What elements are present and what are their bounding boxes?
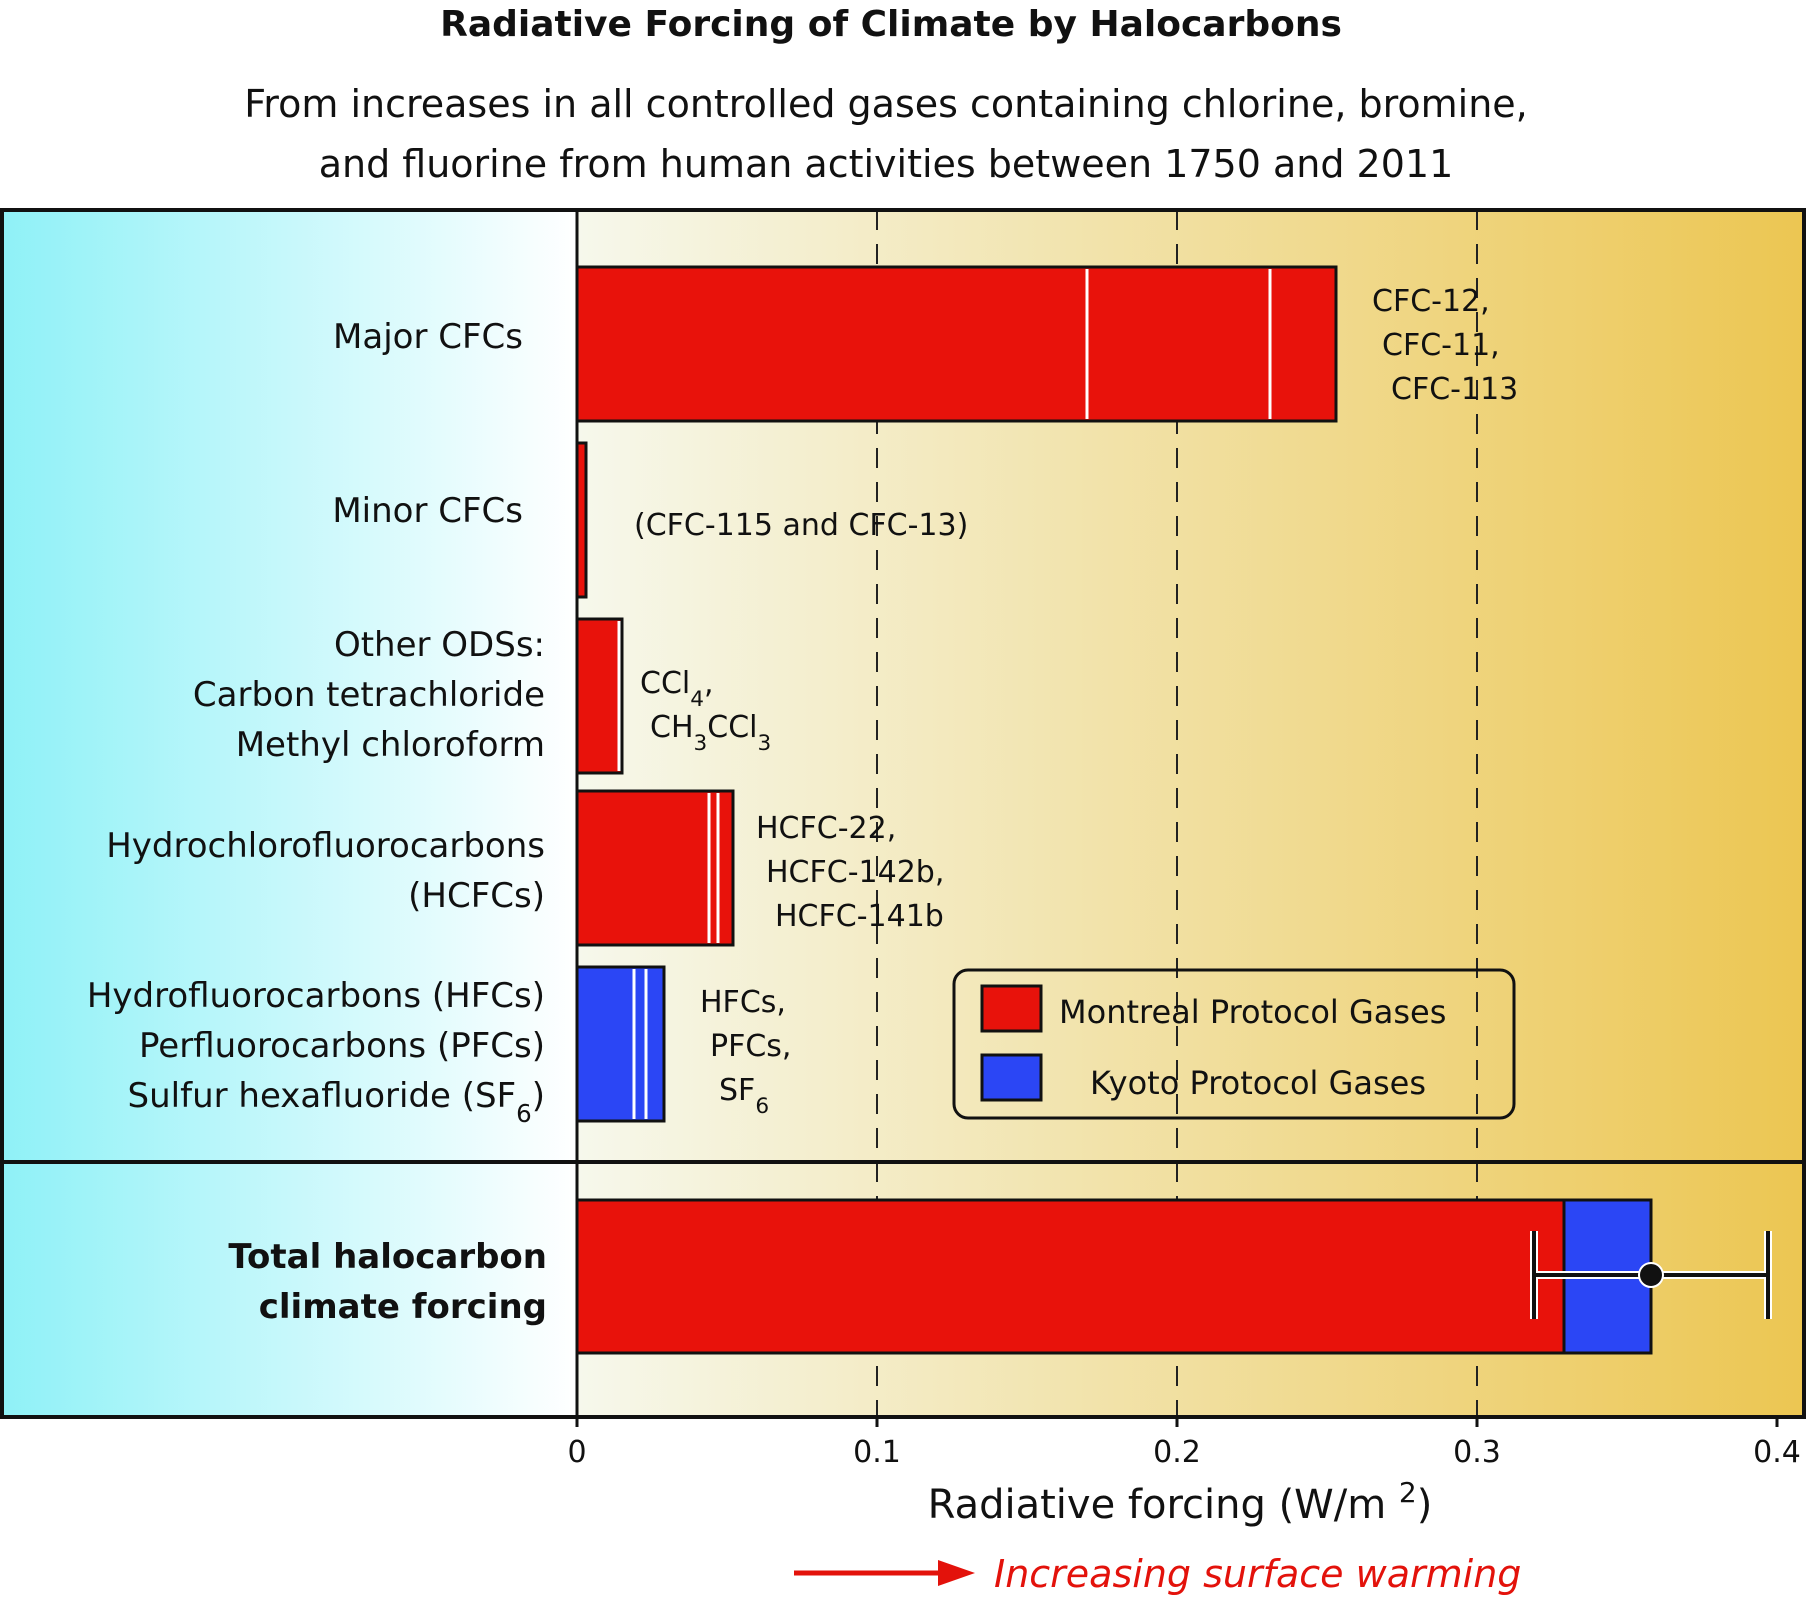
category-label-1-line-0: Minor CFCs — [332, 491, 523, 531]
x-tick-label-1: 0.1 — [853, 1435, 901, 1470]
legend-swatch-montreal — [980, 984, 1043, 1033]
bar-3-segment-0 — [577, 791, 709, 945]
bar-2-segment-0 — [577, 619, 619, 773]
x-axis-label-tail: ) — [1417, 1482, 1433, 1528]
x-tick-label-0: 0 — [567, 1435, 586, 1470]
total-value-point — [1638, 1262, 1664, 1288]
bar-annotation-4-line-2-part-1: 6 — [755, 1094, 769, 1119]
bar-annotation-2-line-1-part-2: CCl — [707, 710, 757, 745]
category-labels: Major CFCs Minor CFCs Other ODSs: Carbon te… — [87, 317, 545, 1128]
bar-annotation-2-line-0-part-0: CCl — [640, 666, 690, 701]
chart-subtitle-line-2: and fluorine from human activities betwe… — [319, 142, 1454, 186]
bar-annotations: CFC-12, CFC-11, CFC-113 (CFC-115 and CFC-13… — [634, 284, 1518, 1119]
legend-label-montreal: Montreal Protocol Gases — [1059, 993, 1446, 1031]
bar-annotation-0-line-2: CFC-113 — [1391, 372, 1518, 407]
bar-annotation-3-line-1: HCFC-142b, — [766, 855, 944, 890]
x-axis-label-text: Radiative forcing (W/m — [928, 1482, 1387, 1528]
chart-title: Radiative Forcing of Climate by Halocarb… — [440, 4, 1342, 45]
bar-0-segment-2 — [1270, 267, 1336, 421]
category-label-4-line-2: Sulfur hexafluoride (SF6) — [128, 1076, 545, 1128]
frame — [0, 208, 1806, 1419]
bar-4-segment-0 — [577, 967, 634, 1121]
bar-annotation-0-line-0: CFC-12, — [1372, 284, 1490, 319]
category-label-2-line-0: Other ODSs: — [334, 625, 545, 665]
category-label-3-line-0: Hydrochlorofluorocarbons — [106, 826, 545, 866]
x-tick-label-3: 0.3 — [1453, 1435, 1501, 1470]
x-axis-ticks: 0 0.1 0.2 0.3 0.4 — [567, 1417, 1801, 1470]
bar-annotation-4-line-2-part-0: SF — [719, 1073, 755, 1108]
total-bar-montreal — [577, 1200, 1564, 1353]
x-tick-label-4: 0.4 — [1753, 1435, 1801, 1470]
category-label-4-line-2-part-0: Sulfur hexafluoride (SF — [128, 1076, 517, 1116]
bar-3-segment-1 — [709, 791, 718, 945]
x-axis-label-superscript: 2 — [1399, 1476, 1417, 1509]
bar-annotation-2-line-1-part-3: 3 — [758, 731, 772, 756]
x-axis-label: Radiative forcing (W/m 2) — [928, 1476, 1433, 1529]
total-label-line-0: Total halocarbon — [228, 1237, 547, 1277]
chart-subtitle-line-1: From increases in all controlled gases c… — [244, 82, 1528, 126]
category-label-0-line-0: Major CFCs — [333, 317, 523, 357]
warming-note-text: Increasing surface warming — [994, 1552, 1521, 1596]
bar-1-segment-0 — [577, 443, 586, 597]
bar-annotation-0-line-1: CFC-11, — [1382, 328, 1500, 363]
bar-annotation-1-line-0: (CFC-115 and CFC-13) — [634, 508, 968, 543]
category-label-2-line-2: Methyl chloroform — [236, 725, 545, 765]
bar-annotation-4-line-1: PFCs, — [710, 1029, 791, 1064]
bar-0-segment-1 — [1087, 267, 1270, 421]
bar-annotation-2-line-0-part-2: , — [704, 666, 714, 701]
category-label-4-line-0: Hydrofluorocarbons (HFCs) — [87, 976, 545, 1016]
total-label-line-1: climate forcing — [259, 1287, 547, 1327]
category-label-3-line-1: (HCFCs) — [408, 876, 545, 916]
bar-annotation-3-line-0: HCFC-22, — [756, 811, 896, 846]
category-label-2-line-1: Carbon tetrachloride — [193, 675, 545, 715]
category-label-4-line-2-part-2: ) — [532, 1076, 545, 1116]
x-tick-label-2: 0.2 — [1153, 1435, 1201, 1470]
bar-0-segment-0 — [577, 267, 1087, 421]
bar-annotation-2-line-1-part-1: 3 — [694, 731, 708, 756]
bar-annotation-2-line-0-part-1: 4 — [690, 687, 704, 712]
bars — [575, 265, 1338, 1123]
bar-annotation-4-line-0: HFCs, — [700, 985, 786, 1020]
warming-note: Increasing surface warming — [794, 1552, 1521, 1596]
bar-3-segment-2 — [718, 791, 733, 945]
category-label-4-line-2-part-1: 6 — [516, 1099, 532, 1128]
bar-annotation-2-line-1-part-0: CH — [650, 710, 694, 745]
legend: Montreal Protocol Gases Kyoto Protocol G… — [952, 968, 1516, 1120]
legend-label-kyoto: Kyoto Protocol Gases — [1090, 1064, 1426, 1102]
bar-4-segment-2 — [646, 967, 664, 1121]
warming-arrow-head — [938, 1560, 975, 1586]
legend-swatch-kyoto — [980, 1053, 1043, 1102]
bar-annotation-2-line-1: CH3CCl3 — [650, 710, 771, 756]
bar-annotation-3-line-2: HCFC-141b — [775, 899, 944, 934]
bar-annotation-2-line-0: CCl4, — [640, 666, 714, 712]
bar-4-segment-1 — [634, 967, 646, 1121]
category-label-4-line-1: Perfluorocarbons (PFCs) — [139, 1026, 545, 1066]
bar-annotation-4-line-2: SF6 — [719, 1073, 769, 1119]
total-forcing: Total halocarbon climate forcing — [228, 1198, 1772, 1355]
left-label-panel — [2, 210, 577, 1417]
legend-box — [952, 968, 1516, 1120]
